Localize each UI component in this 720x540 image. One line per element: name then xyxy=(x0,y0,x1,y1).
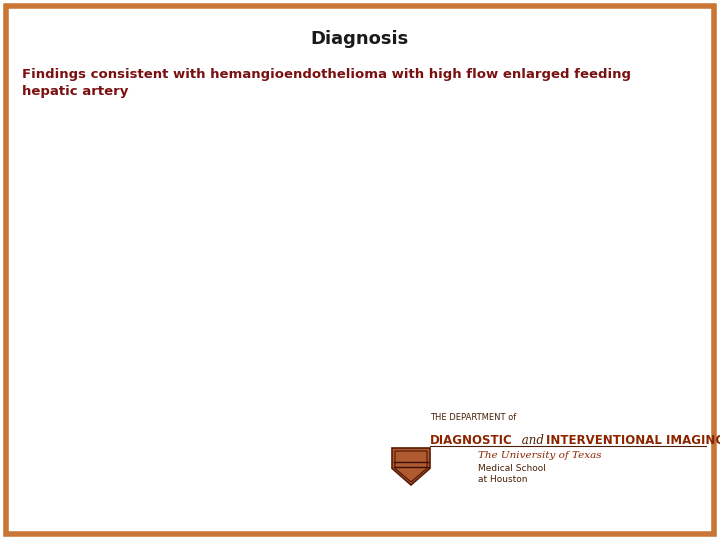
Text: INTERVENTIONAL IMAGING: INTERVENTIONAL IMAGING xyxy=(546,434,720,447)
Text: and: and xyxy=(518,434,548,447)
Text: at Houston: at Houston xyxy=(478,475,528,484)
Text: The University of Texas: The University of Texas xyxy=(478,451,602,460)
Text: Medical School: Medical School xyxy=(478,464,546,473)
Text: Findings consistent with hemangioendothelioma with high flow enlarged feeding: Findings consistent with hemangioendothe… xyxy=(22,68,631,81)
Polygon shape xyxy=(392,448,430,485)
Text: THE DEPARTMENT of: THE DEPARTMENT of xyxy=(430,413,516,422)
Text: Diagnosis: Diagnosis xyxy=(311,30,409,48)
Text: hepatic artery: hepatic artery xyxy=(22,85,128,98)
Text: DIAGNOSTIC: DIAGNOSTIC xyxy=(430,434,513,447)
